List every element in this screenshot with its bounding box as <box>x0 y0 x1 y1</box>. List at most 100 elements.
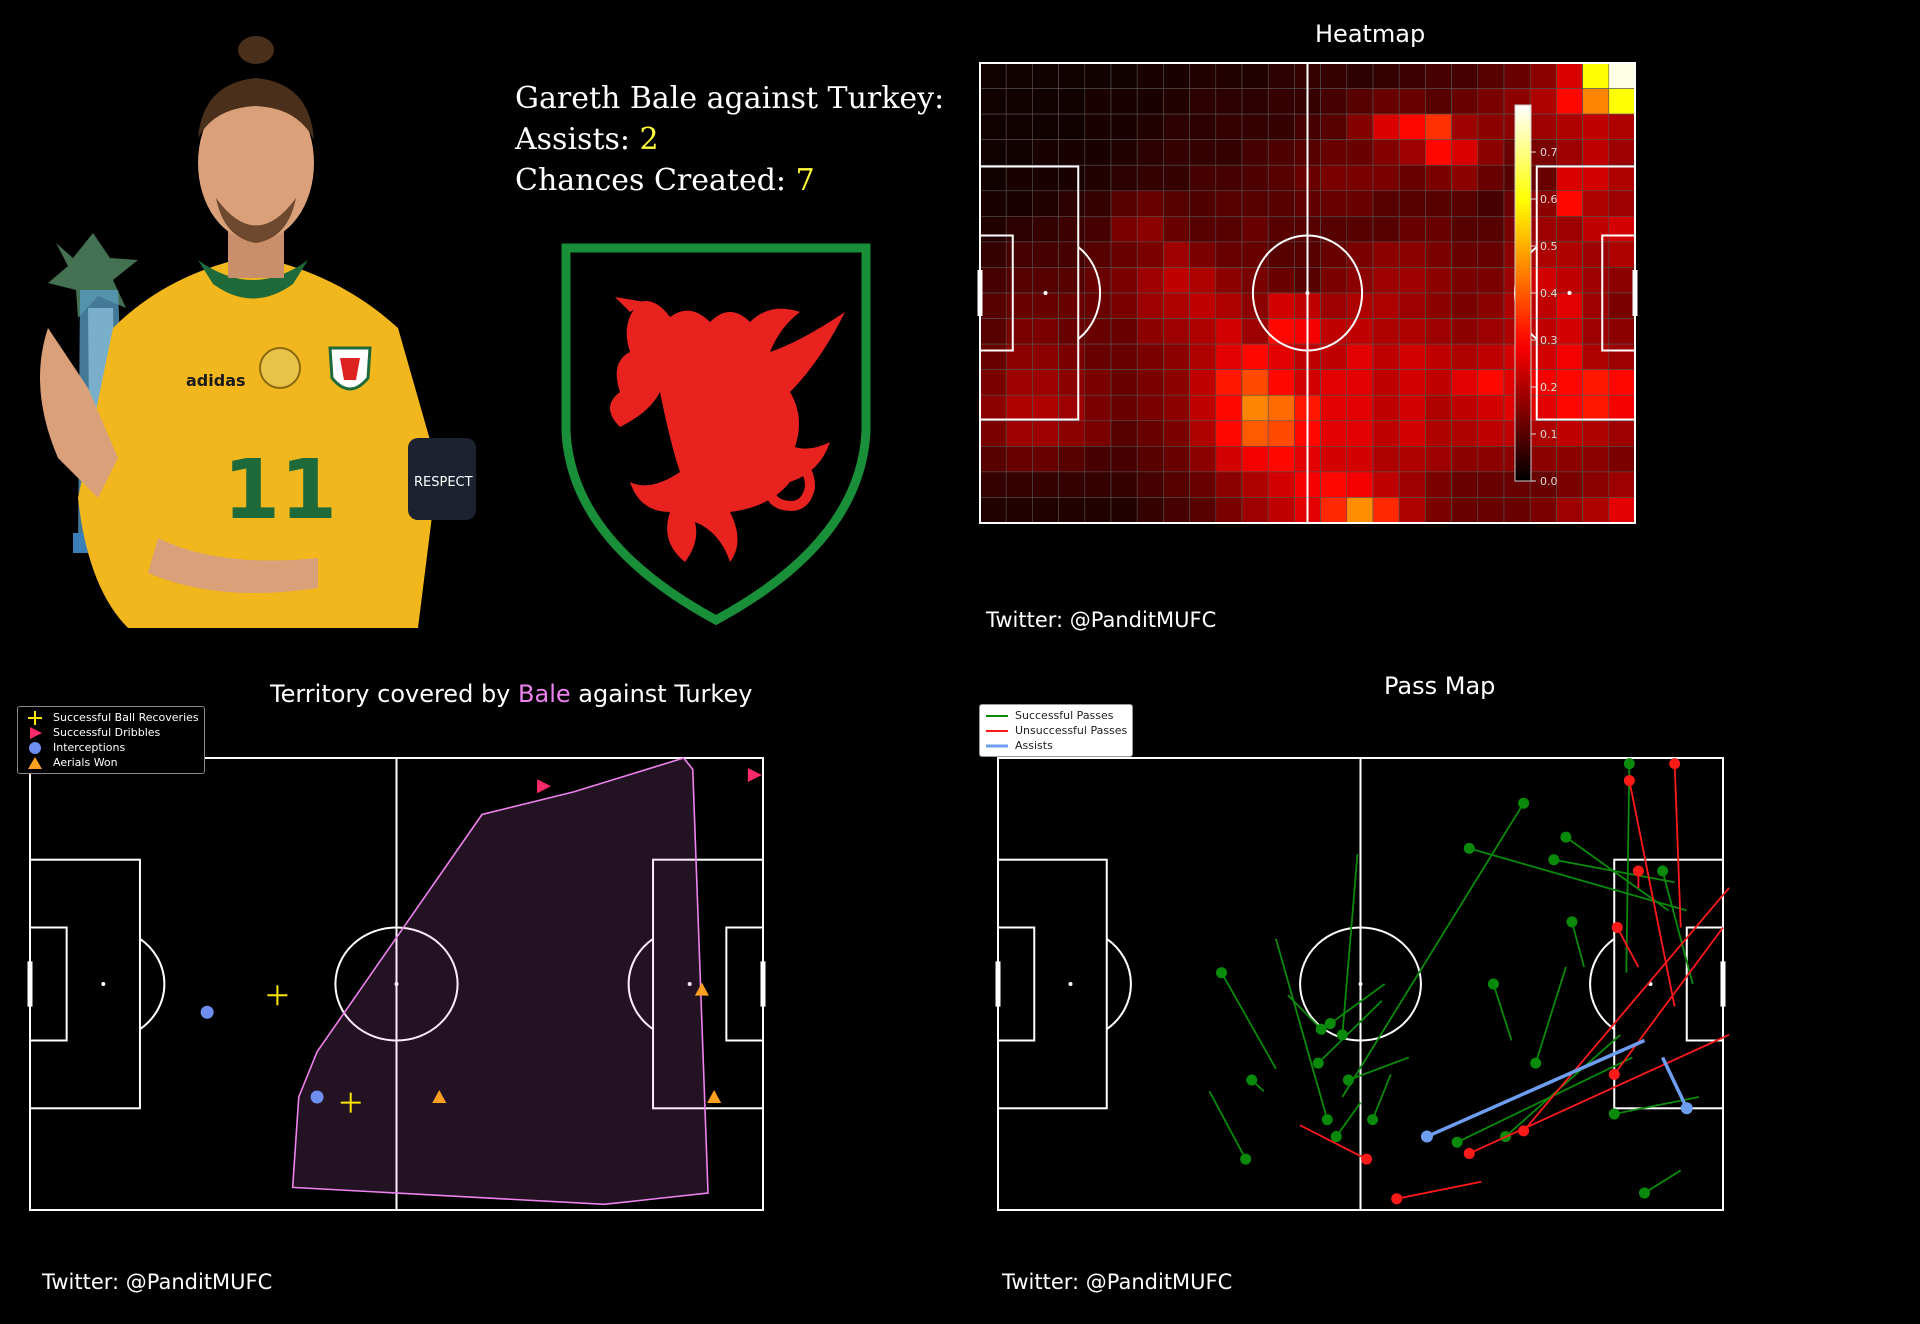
heatmap-cell <box>1398 139 1426 166</box>
heatmap-cell <box>979 292 1007 319</box>
heatmap-cell <box>1267 471 1295 498</box>
left-penalty-spot <box>101 982 106 986</box>
heatmap-cell <box>1320 164 1348 192</box>
heatmap-cell <box>1241 164 1269 192</box>
heatmap-cell <box>1320 318 1348 345</box>
heatmap-cell <box>1529 164 1557 192</box>
heatmap-cell <box>1032 113 1059 140</box>
heatmap-cell <box>1556 446 1583 473</box>
heatmap-cell <box>1556 241 1583 268</box>
heatmap-cell <box>1608 318 1636 345</box>
heatmap-cell <box>1346 369 1374 396</box>
heatmap-cell <box>1241 343 1269 370</box>
armband-text: RESPECT <box>414 475 473 490</box>
heatmap-cell <box>1058 369 1086 396</box>
heatmap-cell <box>1005 420 1033 447</box>
heatmap-cell <box>1320 190 1348 217</box>
heatmap-cell <box>1189 497 1217 524</box>
heatmap-cell <box>1477 369 1505 396</box>
heatmap-cell <box>1136 471 1164 498</box>
heatmap-cell <box>1398 394 1426 422</box>
heatmap-cell <box>1451 369 1479 396</box>
heatmap-cell <box>1058 113 1086 140</box>
heatmap-cell <box>1136 139 1164 166</box>
heatmap-cell <box>1267 88 1295 115</box>
heatmap-cell <box>1032 343 1059 370</box>
heatmap-cell <box>1215 190 1243 217</box>
heatmap-cell <box>1582 446 1610 473</box>
successful-pass <box>1312 1000 1383 1069</box>
heatmap-cell <box>1163 446 1190 473</box>
heatmap-cell <box>1556 471 1583 498</box>
heatmap-cell <box>1608 394 1636 422</box>
heatmap-cell <box>1189 62 1217 89</box>
heatmap-cell <box>1398 343 1426 370</box>
heatmap-cell <box>1451 164 1479 192</box>
successful-pass <box>1275 938 1333 1126</box>
heatmap-cell <box>1608 420 1636 447</box>
heatmap-cell <box>1110 446 1138 473</box>
heatmap-cell <box>1451 190 1479 217</box>
heatmap-cell <box>1215 471 1243 498</box>
heatmap-cell <box>1163 216 1190 243</box>
heatmap-cell <box>1032 394 1059 422</box>
heatmap-cell <box>1084 241 1112 268</box>
heatmap-cell <box>1189 113 1217 140</box>
heatmap-cell <box>1241 241 1269 268</box>
heatmap-cell <box>1163 88 1190 115</box>
heatmap-cell <box>1582 113 1610 140</box>
heatmap-cell <box>1136 164 1164 192</box>
heatmap-cell <box>1215 369 1243 396</box>
heatmap-cell <box>1346 164 1374 192</box>
colorbar <box>1514 104 1532 482</box>
heatmap-cell <box>1189 420 1217 447</box>
heatmap-cell <box>1398 241 1426 268</box>
heatmap-cell <box>1084 369 1112 396</box>
heatmap-cell <box>1425 394 1452 422</box>
heatmap-cell <box>1556 113 1583 140</box>
heatmap-cell <box>1346 471 1374 498</box>
successful-pass <box>1367 1074 1392 1126</box>
assist-pass <box>1661 1056 1693 1115</box>
heatmap-cell <box>1005 190 1033 217</box>
heatmap-cell <box>1189 190 1217 217</box>
heatmap-cell <box>1425 446 1452 473</box>
heatmap-cell <box>1372 190 1400 217</box>
heatmap-cell <box>1372 267 1400 294</box>
heatmap-cell <box>1084 88 1112 115</box>
heatmap-cell <box>1005 241 1033 268</box>
heatmap-cell <box>1058 190 1086 217</box>
heatmap-cell <box>1320 471 1348 498</box>
heatmap-cell <box>979 394 1007 422</box>
heatmap-cell <box>1136 369 1164 396</box>
heatmap-title: Heatmap <box>1315 20 1426 48</box>
heatmap-cell <box>1477 241 1505 268</box>
chances-value: 7 <box>795 163 815 198</box>
heatmap-cell <box>1398 62 1426 89</box>
heatmap-cell <box>1372 88 1400 115</box>
heatmap-cell <box>1372 292 1400 319</box>
heatmap-cell <box>1058 471 1086 498</box>
heatmap-cell <box>1058 88 1086 115</box>
heatmap-cell <box>1608 113 1636 140</box>
heatmap-cell <box>1346 88 1374 115</box>
heatmap-cell <box>1215 292 1243 319</box>
aerial-marker <box>432 1090 447 1103</box>
heatmap-cell <box>1477 62 1505 89</box>
heatmap-cell <box>1582 164 1610 192</box>
heatmap-cell <box>979 241 1007 268</box>
heatmap-cell <box>1215 164 1243 192</box>
heatmap-cell <box>1529 471 1557 498</box>
heatmap-cell <box>1608 497 1636 524</box>
heatmap-cell <box>1477 292 1505 319</box>
right-penalty-spot <box>1567 291 1572 295</box>
passmap-title: Pass Map <box>1384 672 1496 700</box>
interception-marker <box>200 1005 214 1019</box>
heatmap-cell <box>1477 420 1505 447</box>
heatmap-cell <box>1608 241 1636 268</box>
heatmap-cell <box>1189 139 1217 166</box>
successful-pass <box>1638 1169 1682 1199</box>
heatmap-cell <box>1032 62 1059 89</box>
heatmap-cell <box>1110 318 1138 345</box>
heatmap-cell <box>1398 369 1426 396</box>
